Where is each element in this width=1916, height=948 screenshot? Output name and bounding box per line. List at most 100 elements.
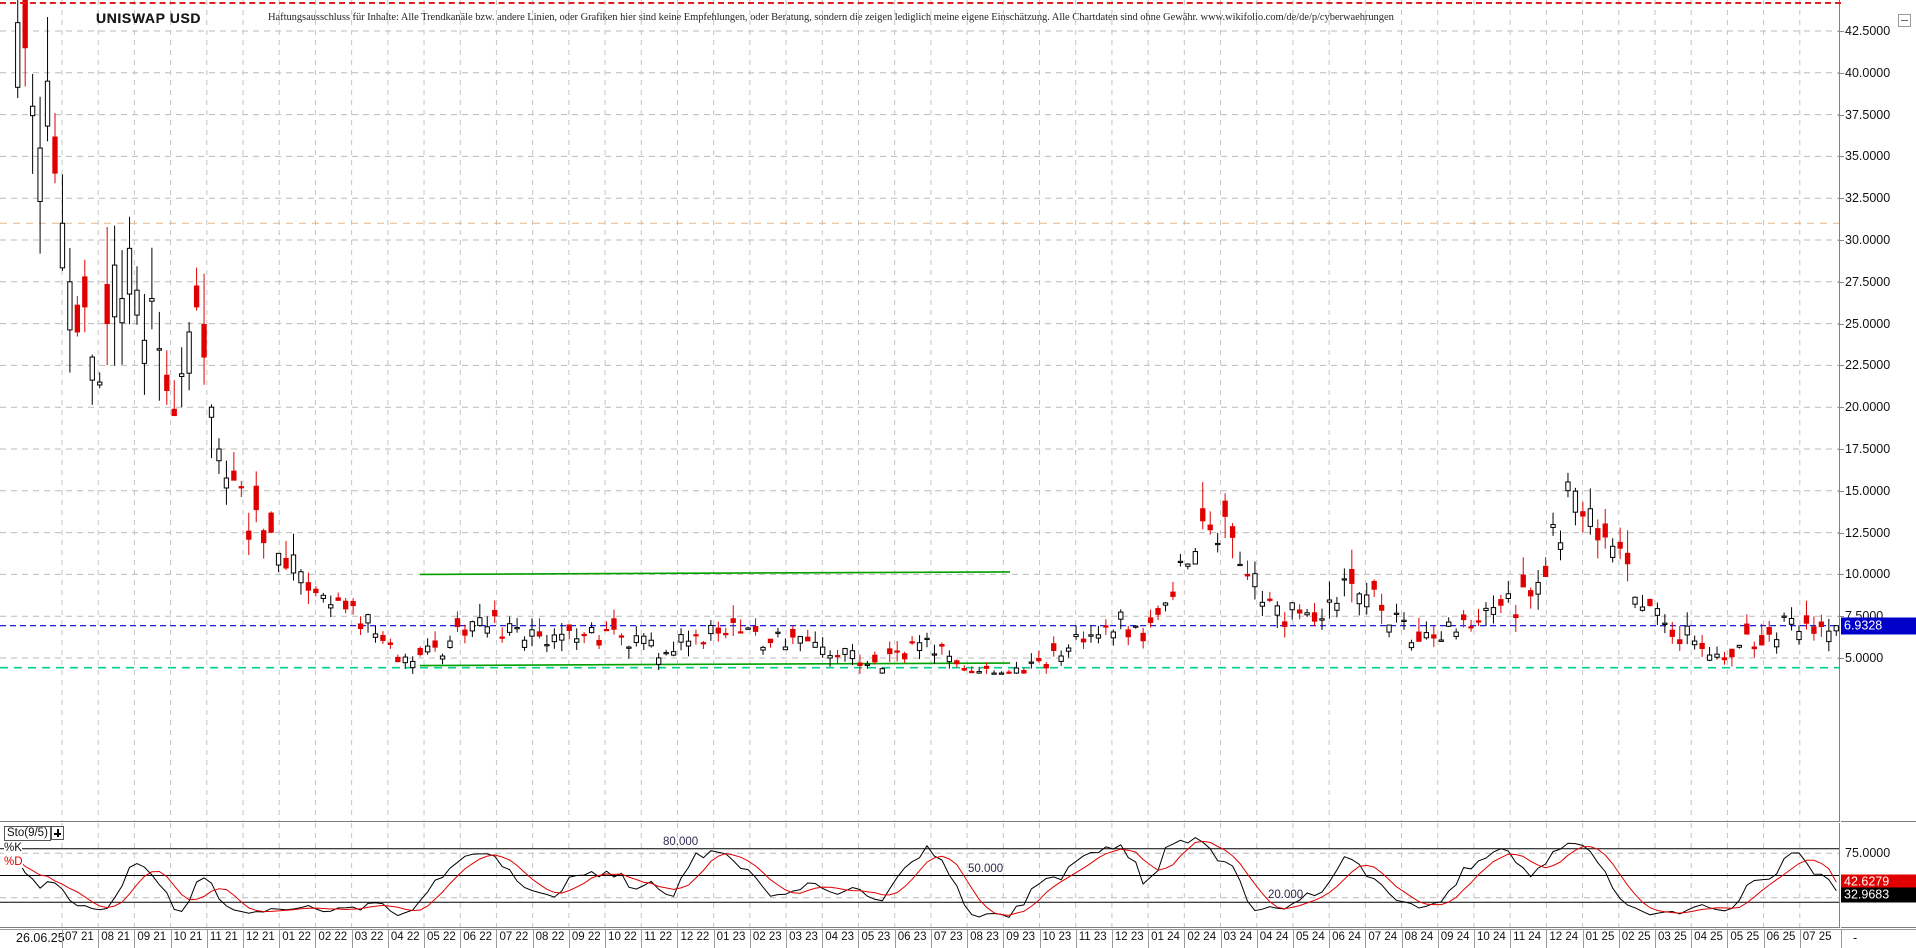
price-chart-pane[interactable] bbox=[0, 0, 1840, 822]
time-axis-separator bbox=[1111, 929, 1113, 948]
time-axis-tick: 09 22 bbox=[571, 931, 601, 943]
price-axis-tick: 27.5000 bbox=[1838, 275, 1890, 289]
price-axis-tick: 20.0000 bbox=[1838, 400, 1890, 414]
time-axis-tick: 12 23 bbox=[1114, 931, 1144, 943]
price-axis-tick: 5.0000 bbox=[1838, 651, 1883, 665]
time-axis-separator bbox=[1256, 929, 1258, 948]
time-axis-tick: 06 24 bbox=[1332, 931, 1361, 943]
time-axis-separator bbox=[967, 929, 969, 948]
time-axis[interactable]: 26.06.25 - 07 21 08 21 09 21 10 21 11 21 12 2… bbox=[0, 929, 1916, 948]
time-axis-tick: 02 22 bbox=[318, 931, 348, 943]
time-axis-separator bbox=[568, 929, 570, 948]
time-axis-separator bbox=[134, 929, 136, 948]
time-axis-separator bbox=[170, 929, 172, 948]
time-axis-tick: 12 24 bbox=[1549, 931, 1579, 943]
time-axis-tick: 04 23 bbox=[825, 931, 855, 943]
level-label-80: 80.000 bbox=[663, 835, 699, 848]
time-axis-end-label: - bbox=[1853, 931, 1858, 945]
time-axis-tick: 11 23 bbox=[1078, 931, 1107, 943]
time-axis-separator bbox=[1401, 929, 1403, 948]
time-axis-separator bbox=[894, 929, 896, 948]
time-axis-separator bbox=[1618, 929, 1620, 948]
stochastic-plot bbox=[0, 823, 1839, 927]
time-axis-tick: 01 24 bbox=[1151, 931, 1180, 943]
time-axis-separator bbox=[1546, 929, 1548, 948]
time-axis-separator bbox=[206, 929, 208, 948]
time-axis-tick: 12 22 bbox=[680, 931, 710, 943]
time-axis-tick: 02 24 bbox=[1187, 931, 1217, 943]
time-axis-tick: 08 23 bbox=[970, 931, 999, 943]
time-axis-tick: 01 23 bbox=[716, 931, 746, 943]
time-axis-separator bbox=[713, 929, 715, 948]
level-label-50: 50.000 bbox=[968, 862, 1004, 875]
price-axis-tick: 25.0000 bbox=[1838, 317, 1890, 331]
time-axis-separator bbox=[1763, 929, 1765, 948]
time-axis-separator bbox=[1039, 929, 1041, 948]
axis-tick-mark bbox=[1838, 281, 1844, 283]
time-axis-separator bbox=[1365, 929, 1367, 948]
time-axis-separator bbox=[1582, 929, 1584, 948]
time-axis-separator bbox=[786, 929, 788, 948]
time-axis-tick: 01 25 bbox=[1585, 931, 1615, 943]
time-axis-start-label: 26.06.25 bbox=[16, 931, 65, 945]
time-axis-tick: 04 24 bbox=[1259, 931, 1289, 943]
time-axis-separator bbox=[1727, 929, 1729, 948]
time-axis-separator bbox=[1799, 929, 1801, 948]
time-axis-tick: 03 24 bbox=[1223, 931, 1253, 943]
time-axis-separator bbox=[605, 929, 607, 948]
time-axis-separator bbox=[1292, 929, 1294, 948]
time-axis-tick: 05 23 bbox=[861, 931, 891, 943]
time-axis-separator bbox=[1184, 929, 1186, 948]
time-axis-tick: 10 23 bbox=[1042, 931, 1072, 943]
price-axis[interactable]: 42.5000 40.0000 37.5000 35.0000 32.5000 30.00… bbox=[1838, 0, 1916, 822]
time-axis-tick: 02 25 bbox=[1621, 931, 1651, 943]
price-axis-tick: 32.5000 bbox=[1838, 191, 1890, 205]
axis-tick-mark bbox=[1838, 198, 1844, 200]
time-axis-separator bbox=[315, 929, 317, 948]
expand-indicator-icon[interactable] bbox=[50, 826, 64, 840]
time-axis-separator bbox=[387, 929, 389, 948]
price-axis-tick: 37.5000 bbox=[1838, 108, 1890, 122]
series-label-k: %K bbox=[4, 842, 22, 854]
time-axis-tick: 05 25 bbox=[1730, 931, 1760, 943]
axis-tick-mark bbox=[1838, 658, 1844, 659]
price-axis-tick: 10.0000 bbox=[1838, 567, 1890, 581]
time-axis-separator bbox=[822, 929, 824, 948]
time-axis-tick: 04 22 bbox=[390, 931, 420, 943]
price-axis-tick: 30.0000 bbox=[1838, 233, 1890, 247]
time-axis-separator bbox=[460, 929, 462, 948]
disclaimer-text: Haftungsausschluss für Inhalte: Alle Tre… bbox=[268, 12, 1394, 23]
time-axis-tick: 08 21 bbox=[101, 931, 130, 943]
collapse-pane-icon[interactable] bbox=[1898, 14, 1911, 27]
time-axis-tick: 06 25 bbox=[1766, 931, 1796, 943]
time-axis-tick: 08 24 bbox=[1404, 931, 1434, 943]
axis-tick-mark bbox=[1838, 240, 1844, 241]
time-axis-separator bbox=[62, 929, 63, 948]
time-axis-tick: 09 24 bbox=[1440, 931, 1470, 943]
time-axis-separator bbox=[930, 929, 932, 948]
axis-tick-mark bbox=[1838, 616, 1844, 618]
indicator-name[interactable]: Sto(9/5) bbox=[4, 826, 51, 841]
axis-tick-mark bbox=[1838, 114, 1844, 116]
time-axis-tick: 05 24 bbox=[1295, 931, 1325, 943]
stochastic-pane[interactable]: Sto(9/5) %K %D 80.000 50.000 20.000 bbox=[0, 823, 1840, 928]
axis-tick-mark bbox=[1838, 449, 1844, 450]
price-axis-tick: 40.0000 bbox=[1838, 66, 1890, 80]
price-plot bbox=[0, 0, 1839, 821]
page-title: UNISWAP USD bbox=[96, 10, 202, 26]
time-axis-tick: 04 25 bbox=[1694, 931, 1723, 943]
time-axis-separator bbox=[279, 929, 281, 948]
stochastic-axis[interactable]: 75.0000 42.6279 32.9683 bbox=[1841, 823, 1916, 928]
time-axis-tick: 11 21 bbox=[209, 931, 238, 943]
current-price-tag: 6.9328 bbox=[1841, 617, 1916, 635]
time-axis-separator bbox=[641, 929, 643, 948]
time-axis-separator bbox=[98, 929, 100, 948]
time-axis-separator bbox=[1329, 929, 1331, 948]
time-axis-tick: 03 22 bbox=[354, 931, 384, 943]
time-axis-separator bbox=[858, 929, 860, 948]
time-axis-separator bbox=[532, 929, 534, 948]
time-axis-tick: 09 23 bbox=[1006, 931, 1036, 943]
time-axis-separator bbox=[1437, 929, 1439, 948]
time-axis-tick: 03 23 bbox=[789, 931, 818, 943]
time-axis-separator bbox=[1841, 929, 1842, 948]
